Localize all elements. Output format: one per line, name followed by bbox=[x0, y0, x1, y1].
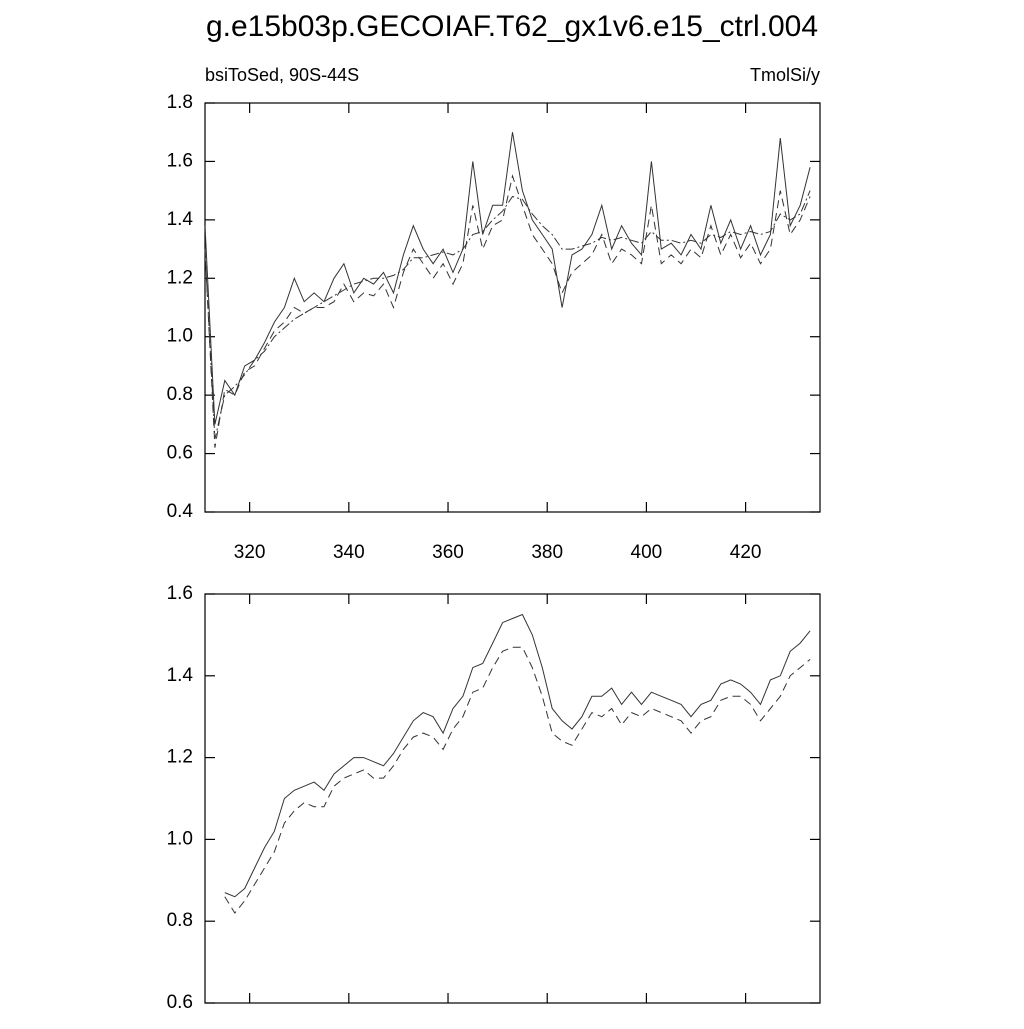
x-tick-label: 360 bbox=[432, 542, 464, 563]
plot-frame bbox=[204, 593, 821, 1004]
y-tick-label: 1.2 bbox=[167, 747, 193, 768]
y-tick-label: 1.6 bbox=[167, 583, 193, 604]
x-tick-label: 380 bbox=[531, 542, 563, 563]
y-tick-label: 0.8 bbox=[167, 910, 193, 931]
y-tick-label: 1.4 bbox=[167, 209, 194, 230]
y-tick-label: 1.2 bbox=[167, 267, 193, 288]
x-tick-label: 320 bbox=[234, 542, 266, 563]
x-tick-label: 420 bbox=[730, 542, 762, 563]
x-tick-label: 340 bbox=[333, 542, 365, 563]
series-line bbox=[204, 132, 811, 425]
series-line bbox=[224, 646, 811, 914]
x-tick-label: 400 bbox=[631, 542, 663, 563]
series-line bbox=[204, 190, 811, 440]
y-tick-label: 1.0 bbox=[167, 326, 193, 347]
y-tick-label: 1.4 bbox=[167, 665, 194, 686]
y-tick-label: 0.8 bbox=[167, 384, 193, 405]
chart-title: g.e15b03p.GECOIAF.T62_gx1v6.e15_ctrl.004 bbox=[206, 10, 818, 43]
y-tick-label: 1.0 bbox=[167, 828, 193, 849]
y-tick-label: 1.8 bbox=[167, 92, 193, 113]
subtitle-left: bsiToSed, 90S-44S bbox=[205, 65, 359, 85]
subtitle-right: TmolSi/y bbox=[750, 65, 820, 85]
plot-frame bbox=[204, 102, 821, 513]
series-line bbox=[204, 174, 811, 448]
y-tick-label: 0.6 bbox=[167, 443, 193, 464]
series-line bbox=[224, 613, 811, 898]
y-tick-label: 0.4 bbox=[167, 501, 194, 522]
y-tick-label: 0.6 bbox=[167, 992, 193, 1013]
y-tick-label: 1.6 bbox=[167, 150, 193, 171]
